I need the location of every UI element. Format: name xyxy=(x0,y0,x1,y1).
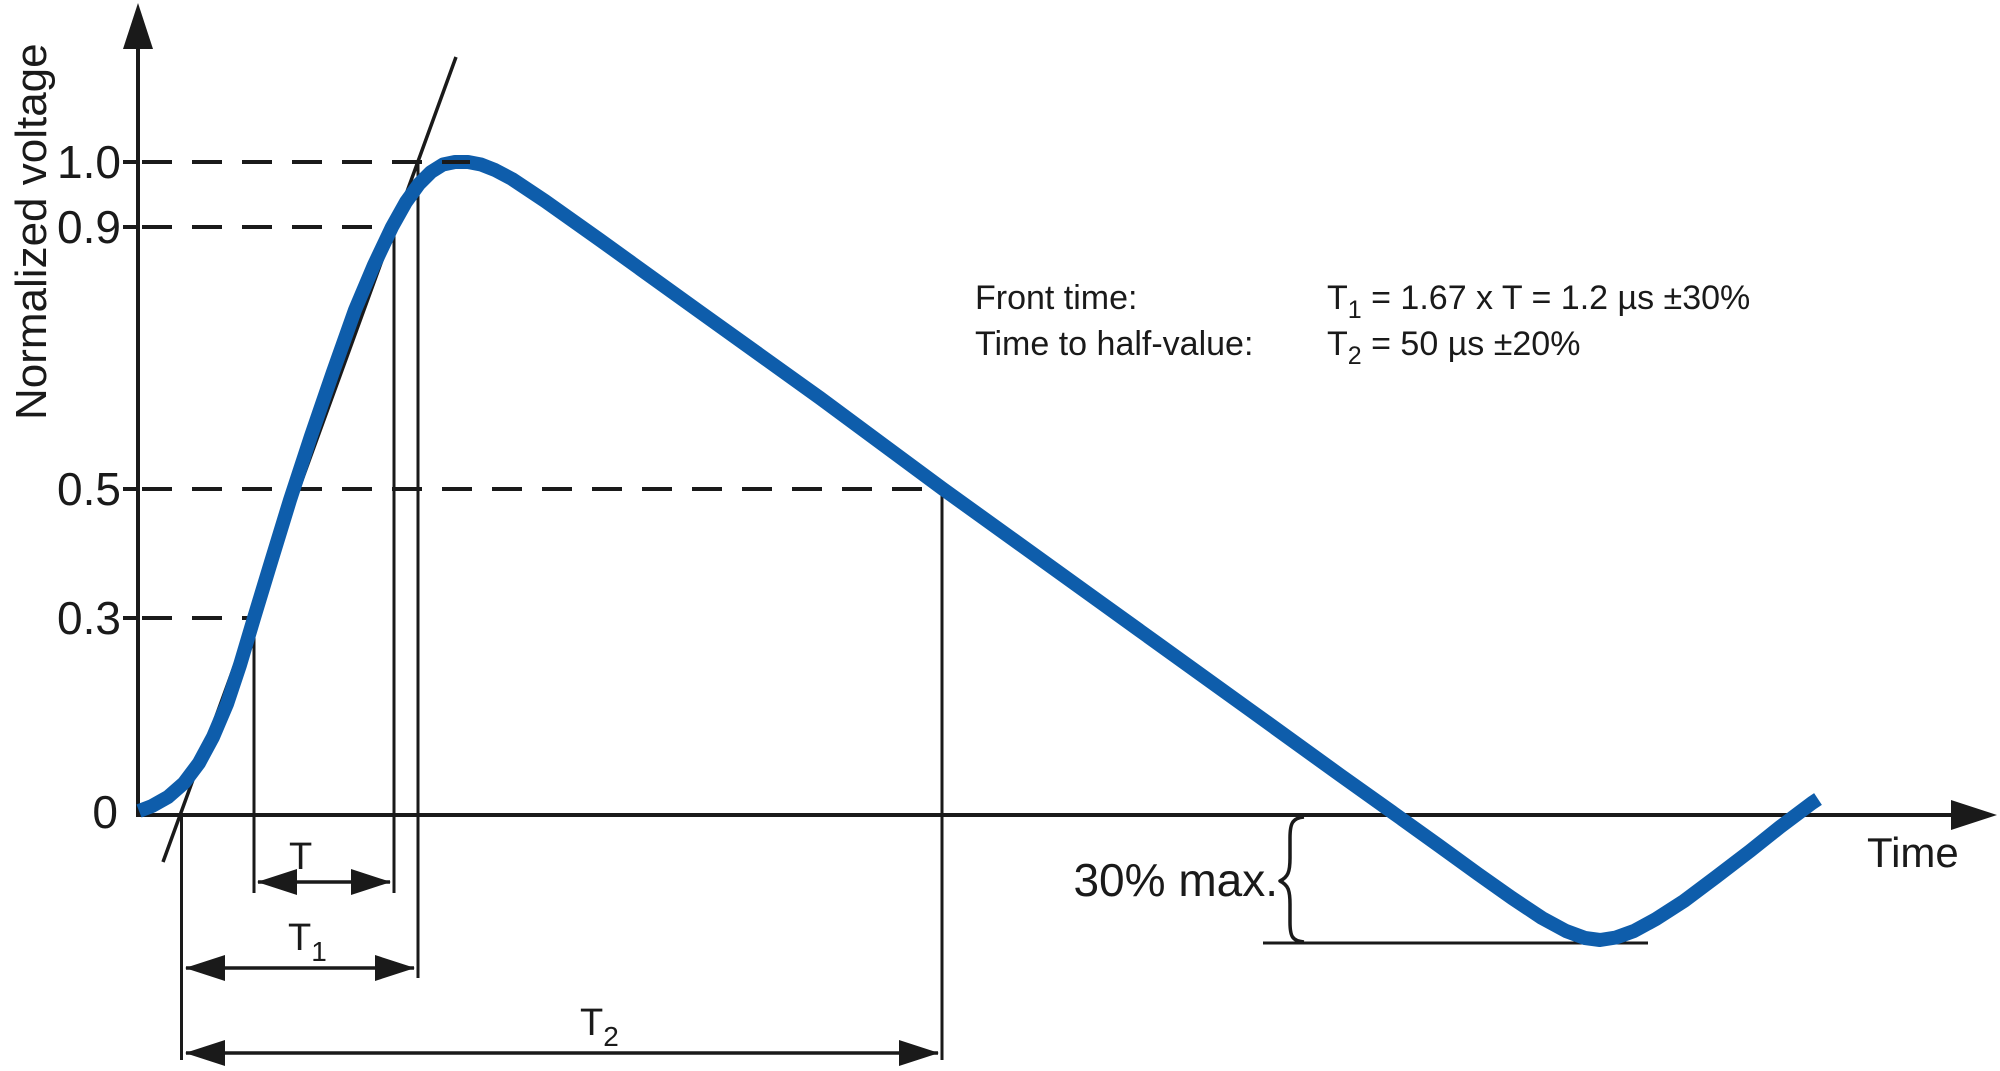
dim-t1-subscript: 1 xyxy=(311,936,327,967)
front-time-equation: T1 = 1.67 x T = 1.2 µs ±30% xyxy=(1327,279,1750,324)
t2-equation-text: = 50 µs ±20% xyxy=(1362,325,1581,363)
half-value-label: Time to half-value: xyxy=(975,325,1253,363)
y-tick-label-1.0: 1.0 xyxy=(57,136,121,188)
t2-subscript: 2 xyxy=(1348,342,1362,370)
dim-t2-symbol: T xyxy=(580,1002,603,1044)
impulse-curve xyxy=(136,155,1822,947)
dim-label-T1: T1 xyxy=(288,917,327,967)
dim-label-T2: T2 xyxy=(580,1002,619,1052)
overshoot-brace-icon xyxy=(1278,815,1305,944)
t1-symbol: T xyxy=(1327,279,1348,317)
x-axis-arrowhead-icon xyxy=(1951,800,1997,830)
x-axis-title: Time xyxy=(1867,829,1959,876)
y-axis-title: Normalized voltage xyxy=(7,43,56,420)
dim-t2-subscript: 2 xyxy=(603,1021,619,1052)
front-time-label: Front time: xyxy=(975,279,1137,317)
y-tick-label-0: 0 xyxy=(92,786,118,838)
t2-symbol: T xyxy=(1327,325,1348,363)
overshoot-label: 30% max. xyxy=(1073,854,1278,906)
y-tick-label-0.9: 0.9 xyxy=(57,201,121,253)
t1-equation-text: = 1.67 x T = 1.2 µs ±30% xyxy=(1362,279,1751,317)
y-tick-label-0.5: 0.5 xyxy=(57,463,121,515)
dim-label-T: T xyxy=(289,836,312,878)
y-tick-label-0.3: 0.3 xyxy=(57,592,121,644)
t1-subscript: 1 xyxy=(1348,296,1362,324)
y-axis-arrowhead-icon xyxy=(123,3,153,49)
dim-t1-symbol: T xyxy=(288,917,311,959)
half-value-equation: T2 = 50 µs ±20% xyxy=(1327,325,1580,370)
